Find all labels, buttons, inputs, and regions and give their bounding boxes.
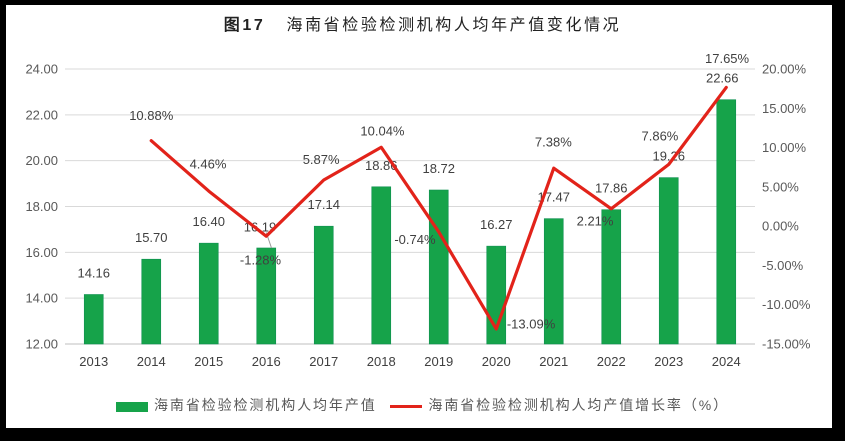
svg-text:20.00: 20.00: [25, 153, 58, 168]
svg-text:2013: 2013: [79, 354, 108, 369]
svg-text:22.66: 22.66: [706, 71, 739, 86]
svg-text:12.00: 12.00: [25, 337, 58, 352]
svg-text:14.00: 14.00: [25, 291, 58, 306]
svg-text:2017: 2017: [309, 354, 338, 369]
svg-text:7.86%: 7.86%: [642, 129, 679, 144]
svg-text:2015: 2015: [194, 354, 223, 369]
svg-text:2023: 2023: [654, 354, 683, 369]
svg-text:10.88%: 10.88%: [129, 108, 174, 123]
svg-text:10.04%: 10.04%: [360, 123, 405, 138]
svg-text:2014: 2014: [137, 354, 166, 369]
svg-text:22.00: 22.00: [25, 107, 58, 122]
svg-text:-1.28%: -1.28%: [240, 253, 282, 268]
svg-text:-15.00%: -15.00%: [762, 337, 811, 352]
svg-text:2020: 2020: [482, 354, 511, 369]
svg-text:17.14: 17.14: [307, 197, 340, 212]
svg-text:16.00: 16.00: [25, 245, 58, 260]
svg-text:2018: 2018: [367, 354, 396, 369]
svg-text:-10.00%: -10.00%: [762, 297, 811, 312]
svg-text:5.00%: 5.00%: [762, 179, 799, 194]
svg-text:5.87%: 5.87%: [303, 152, 340, 167]
svg-text:24.00: 24.00: [25, 62, 58, 77]
svg-text:17.86: 17.86: [595, 181, 628, 196]
svg-text:2024: 2024: [712, 354, 741, 369]
svg-text:14.16: 14.16: [77, 266, 110, 281]
svg-text:10.00%: 10.00%: [762, 140, 807, 155]
svg-text:18.72: 18.72: [422, 161, 455, 176]
svg-text:7.38%: 7.38%: [535, 134, 572, 149]
svg-text:-5.00%: -5.00%: [762, 258, 804, 273]
svg-text:0.00%: 0.00%: [762, 219, 799, 234]
svg-text:17.65%: 17.65%: [705, 51, 750, 66]
svg-text:2016: 2016: [252, 354, 281, 369]
svg-text:16.27: 16.27: [480, 217, 513, 232]
svg-text:2019: 2019: [424, 354, 453, 369]
svg-text:16.40: 16.40: [192, 214, 225, 229]
svg-text:15.00%: 15.00%: [762, 101, 807, 116]
svg-text:2021: 2021: [539, 354, 568, 369]
svg-text:18.00: 18.00: [25, 199, 58, 214]
svg-text:2022: 2022: [597, 354, 626, 369]
svg-text:2.21%: 2.21%: [577, 213, 614, 228]
svg-text:-0.74%: -0.74%: [394, 232, 436, 247]
svg-text:-13.09%: -13.09%: [507, 316, 556, 331]
svg-text:15.70: 15.70: [135, 230, 168, 245]
svg-text:20.00%: 20.00%: [762, 62, 807, 77]
svg-text:4.46%: 4.46%: [190, 156, 227, 171]
